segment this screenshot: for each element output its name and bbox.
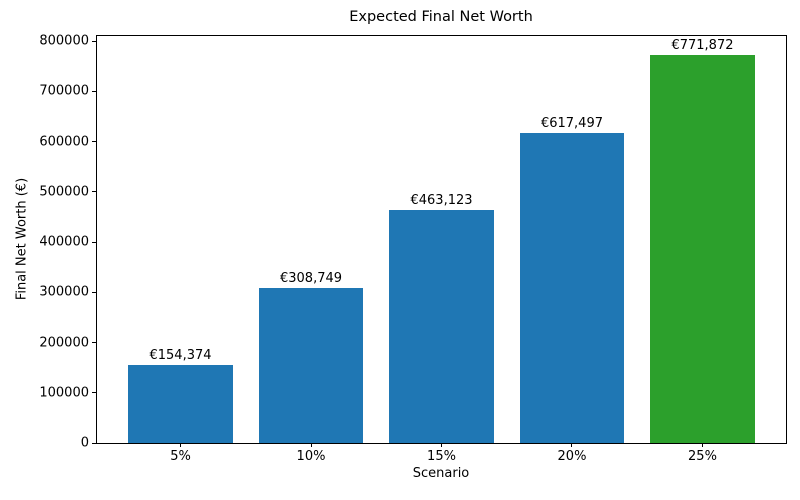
x-tick-mark — [701, 443, 703, 447]
x-tick-label: 15% — [427, 449, 456, 464]
y-tick-mark — [92, 191, 96, 193]
chart-title: Expected Final Net Worth — [349, 9, 533, 25]
y-tick-mark — [92, 342, 96, 343]
x-tick-mark — [310, 443, 312, 447]
bar-5% — [128, 365, 233, 443]
y-tick-mark — [92, 90, 96, 92]
y-tick-label: 800000 — [39, 33, 89, 49]
y-tick-mark — [92, 442, 96, 444]
bar-value-label: €617,497 — [540, 115, 603, 131]
x-tick-label: 10% — [296, 449, 326, 464]
x-tick-mark — [571, 443, 573, 447]
bar-value-label: €463,123 — [410, 193, 473, 209]
x-tick-mark — [180, 443, 181, 447]
x-axis-label: Scenario — [412, 466, 470, 481]
bar-20% — [519, 132, 625, 443]
y-tick-label: 500000 — [39, 184, 89, 200]
x-tick-mark — [441, 443, 442, 447]
bar-value-label: €308,749 — [279, 270, 343, 286]
y-tick-label: 600000 — [39, 134, 89, 150]
y-tick-mark — [92, 241, 96, 243]
y-tick-label: 0 — [80, 435, 89, 451]
x-tick-label: 20% — [557, 449, 587, 464]
y-tick-mark — [92, 392, 96, 394]
y-tick-mark — [92, 40, 96, 42]
bar-25% — [650, 55, 755, 443]
y-axis-label: Final Net Worth (€) — [14, 177, 30, 301]
axis-spine-top — [96, 35, 787, 36]
y-tick-label: 400000 — [39, 234, 89, 250]
bar-value-label: €154,374 — [149, 348, 212, 364]
x-tick-label: 5% — [170, 449, 191, 464]
y-tick-mark — [92, 141, 96, 143]
y-tick-label: 700000 — [39, 83, 89, 99]
bar-15% — [389, 210, 494, 443]
y-tick-label: 200000 — [39, 335, 89, 350]
y-tick-label: 300000 — [39, 284, 89, 300]
bar-10% — [258, 287, 364, 443]
y-tick-label: 100000 — [39, 385, 89, 401]
x-tick-label: 25% — [688, 449, 717, 464]
axis-spine-left — [96, 36, 97, 443]
bar-value-label: €771,872 — [671, 38, 734, 54]
axis-spine-right — [786, 36, 787, 443]
y-tick-mark — [92, 291, 96, 293]
plot-area: 0 100000 200000 300000 400000 500000 600000 700… — [39, 34, 787, 464]
